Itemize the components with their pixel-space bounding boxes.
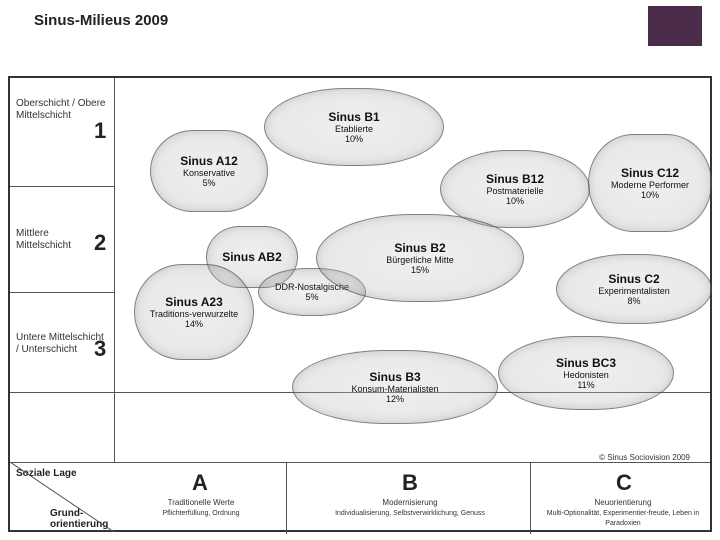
milieu-a23: Sinus A23Traditions-verwurzelte14% — [134, 264, 254, 360]
milieu-pct: 10% — [641, 190, 659, 200]
row-label-3: Untere Mittelschicht / Unterschicht — [16, 332, 106, 356]
milieu-pct: 5% — [305, 292, 318, 302]
axis-diagonal — [10, 462, 150, 532]
page-title: Sinus-Milieus 2009 — [34, 12, 168, 29]
col-sub-b-1: Modernisierung — [382, 498, 437, 507]
milieu-bc3: Sinus BC3Hedonisten11% — [498, 336, 674, 410]
milieu-sub: Hedonisten — [563, 370, 609, 380]
milieu-pct: 10% — [506, 196, 524, 206]
col-letter-a: A — [180, 470, 220, 496]
milieu-pct: 8% — [627, 296, 640, 306]
row-num-2: 2 — [94, 230, 106, 256]
col-sub-c-2: Multi-Optionalität, Experimentier-freude… — [547, 510, 700, 527]
credit-line: © Sinus Sociovision 2009 — [599, 453, 690, 462]
milieu-name: Sinus AB2 — [222, 250, 282, 264]
milieu-b2: Sinus B2Bürgerliche Mitte15% — [316, 214, 524, 302]
milieu-sub: Bürgerliche Mitte — [386, 255, 454, 265]
col-sub-a: Traditionelle Werte Pflichterfüllung, Or… — [126, 498, 276, 518]
milieu-sub: Experimentalisten — [598, 286, 670, 296]
milieu-name: Sinus C2 — [608, 272, 659, 286]
milieu-name: Sinus B1 — [328, 110, 379, 124]
milieu-pct: 15% — [411, 265, 429, 275]
row-divider — [10, 292, 114, 293]
col-divider — [114, 78, 115, 462]
milieu-pct: 14% — [185, 319, 203, 329]
milieu-c2: Sinus C2Experimentalisten8% — [556, 254, 712, 324]
milieu-name: Sinus C12 — [621, 166, 679, 180]
col-divider — [530, 462, 531, 534]
milieu-sub: Etablierte — [335, 124, 373, 134]
milieu-name: Sinus B3 — [369, 370, 420, 384]
col-sub-a-2: Pflichterfüllung, Ordnung — [162, 510, 239, 517]
milieu-sub: Traditions-verwurzelte — [150, 309, 238, 319]
col-sub-b-2: Individualisierung, Selbstverwirklichung… — [335, 510, 485, 517]
col-divider — [286, 462, 287, 534]
col-letter-c: C — [604, 470, 644, 496]
milieu-b1: Sinus B1Etablierte10% — [264, 88, 444, 166]
col-sub-c-1: Neuorientierung — [595, 498, 652, 507]
row-num-3: 3 — [94, 336, 106, 362]
milieu-sub: Konsum-Materialisten — [351, 384, 438, 394]
milieu-pct: 11% — [577, 380, 594, 390]
sinus-chart: Oberschicht / Obere Mittelschicht 1 Mitt… — [8, 76, 712, 532]
milieu-pct: 5% — [202, 178, 215, 188]
milieu-a12: Sinus A12Konservative5% — [150, 130, 268, 212]
col-sub-a-1: Traditionelle Werte — [168, 498, 235, 507]
milieu-pct: 12% — [386, 394, 404, 404]
milieu-name: Sinus B2 — [394, 241, 445, 255]
milieu-b3: Sinus B3Konsum-Materialisten12% — [292, 350, 498, 424]
row-num-1: 1 — [94, 118, 106, 144]
milieu-name: Sinus A23 — [165, 295, 223, 309]
row-label-2: Mittlere Mittelschicht — [16, 228, 106, 252]
col-sub-c: Neuorientierung Multi-Optionalität, Expe… — [538, 498, 708, 528]
milieu-sub: Konservative — [183, 168, 235, 178]
row-divider — [10, 186, 114, 187]
milieu-name: Sinus B12 — [486, 172, 544, 186]
row-label-1: Oberschicht / Obere Mittelschicht — [16, 98, 106, 122]
milieu-sub: Postmaterielle — [486, 186, 543, 196]
milieu-name: Sinus A12 — [180, 154, 238, 168]
milieu-sub: Moderne Performer — [611, 180, 689, 190]
col-sub-b: Modernisierung Individualisierung, Selbs… — [310, 498, 510, 518]
milieu-c12: Sinus C12Moderne Performer10% — [588, 134, 712, 232]
corner-decoration — [648, 6, 702, 46]
col-letter-b: B — [390, 470, 430, 496]
milieu-pct: 10% — [345, 134, 363, 144]
milieu-name: Sinus BC3 — [556, 356, 616, 370]
